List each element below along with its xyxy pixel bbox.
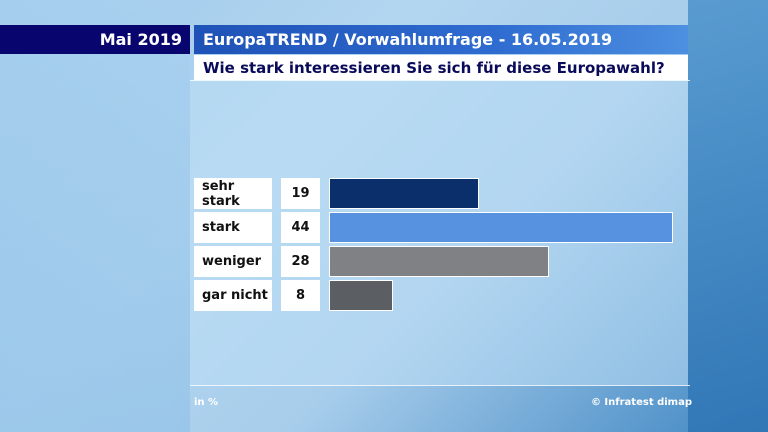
background-left-panel — [0, 0, 190, 432]
value-label: 8 — [281, 280, 320, 311]
survey-question: Wie stark interessieren Sie sich für die… — [194, 55, 688, 80]
bar — [329, 178, 479, 209]
background-right-panel — [688, 0, 768, 432]
panel-bottom-line — [190, 385, 690, 386]
value-label: 44 — [281, 212, 320, 243]
category-label: sehr stark — [194, 178, 272, 209]
category-label: weniger — [194, 246, 272, 277]
date-label: Mai 2019 — [0, 25, 190, 54]
bar — [329, 212, 673, 243]
panel-top-line — [190, 80, 690, 81]
bar — [329, 280, 393, 311]
category-label: gar nicht — [194, 280, 272, 311]
value-label: 19 — [281, 178, 320, 209]
category-label: stark — [194, 212, 272, 243]
chart-title: EuropaTREND / Vorwahlumfrage - 16.05.201… — [194, 25, 688, 54]
source-label: © Infratest dimap — [590, 397, 692, 408]
unit-label: in % — [194, 397, 219, 408]
bar — [329, 246, 549, 277]
value-label: 28 — [281, 246, 320, 277]
